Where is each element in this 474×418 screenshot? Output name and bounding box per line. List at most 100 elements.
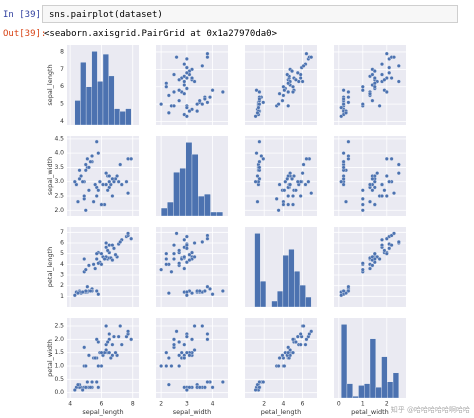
scatter-point — [341, 151, 346, 156]
scatter-point — [257, 90, 262, 94]
scatter-point — [94, 337, 99, 342]
hist-bar — [210, 211, 217, 217]
scatter-point — [372, 69, 377, 74]
scatter-point — [197, 289, 202, 293]
scatter-point — [187, 109, 192, 114]
scatter-point — [360, 202, 365, 207]
scatter-point — [169, 269, 174, 274]
scatter-point — [384, 194, 389, 198]
scatter-point — [184, 76, 189, 80]
scatter-point — [205, 55, 210, 60]
scatter-point — [166, 93, 171, 98]
scatter-point — [166, 382, 171, 387]
scatter-point — [290, 69, 294, 74]
scatter-point — [205, 284, 210, 289]
scatter-point — [389, 243, 394, 248]
scatter-point — [291, 202, 295, 207]
y-tick-label: 6 — [60, 240, 64, 247]
scatter-point — [97, 179, 102, 184]
scatter-point — [346, 156, 351, 161]
x-tick-label: 6 — [301, 401, 305, 408]
scatter-point — [112, 334, 116, 339]
scatter-point — [172, 337, 176, 342]
scatter-point — [184, 70, 189, 75]
y-tick-label: 3.0 — [54, 178, 64, 185]
scatter-point — [88, 289, 93, 293]
y-tick-label: 5 — [60, 250, 64, 257]
scatter-point — [99, 350, 104, 355]
scatter-point — [202, 385, 207, 390]
scatter-point — [184, 388, 189, 392]
scatter-point — [285, 176, 290, 181]
scatter-point — [372, 251, 377, 256]
scatter-point — [281, 93, 286, 98]
scatter-point — [286, 90, 291, 94]
scatter-point — [172, 72, 176, 77]
scatter-point — [255, 174, 260, 178]
scatter-point — [72, 388, 77, 392]
scatter-point — [372, 179, 377, 184]
scatter-point — [253, 179, 258, 184]
scatter-point — [360, 196, 365, 201]
x-tick-label: 8 — [131, 401, 135, 408]
scatter-point — [382, 248, 387, 253]
scatter-point — [377, 103, 382, 108]
scatter-point — [195, 109, 200, 114]
scatter-point — [341, 159, 346, 164]
code-cell[interactable]: sns.pairplot(dataset) — [42, 5, 458, 23]
scatter-point — [292, 174, 296, 178]
scatter-point — [85, 380, 90, 384]
scatter-point — [200, 239, 205, 244]
scatter-point — [261, 380, 266, 384]
scatter-point — [346, 139, 351, 144]
scatter-point — [281, 202, 286, 207]
scatter-point — [96, 151, 101, 156]
scatter-point — [76, 199, 80, 204]
scatter-point — [197, 385, 202, 390]
scatter-point — [200, 324, 205, 328]
scatter-point — [169, 364, 174, 368]
scatter-point — [255, 110, 260, 115]
scatter-point — [182, 237, 187, 242]
watermark: 知乎 @哈哈哈哈哈啊哈哈 — [391, 405, 470, 414]
scatter-point — [303, 342, 308, 347]
scatter-point — [159, 364, 164, 368]
scatter-point — [392, 191, 396, 196]
x-tick-label: 2 — [159, 401, 163, 408]
scatter-point — [104, 245, 109, 250]
scatter-point — [309, 191, 314, 196]
scatter-point — [192, 348, 197, 352]
scatter-point — [94, 139, 99, 144]
scatter-point — [102, 257, 107, 261]
scatter-point — [105, 340, 110, 344]
scatter-point — [187, 252, 192, 257]
scatter-point — [182, 356, 187, 360]
scatter-point — [184, 234, 189, 239]
scatter-point — [286, 103, 291, 108]
scatter-point — [82, 345, 87, 350]
scatter-point — [104, 241, 109, 245]
scatter-point — [80, 388, 85, 392]
scatter-point — [304, 156, 309, 161]
scatter-point — [304, 51, 309, 56]
scatter-point — [200, 102, 205, 107]
scatter-point — [382, 77, 387, 82]
scatter-point — [184, 114, 189, 119]
y-tick-label: 2.0 — [54, 207, 64, 214]
scatter-point — [174, 329, 179, 334]
scatter-point — [184, 334, 189, 339]
scatter-point — [93, 266, 98, 271]
scatter-point — [346, 95, 351, 100]
scatter-point — [372, 76, 377, 80]
scatter-point — [396, 239, 401, 244]
scatter-point — [166, 291, 171, 296]
scatter-point — [293, 340, 298, 344]
scatter-point — [387, 179, 392, 184]
scatter-point — [380, 243, 384, 248]
scatter-point — [341, 182, 346, 187]
hist-bar — [216, 211, 224, 217]
scatter-point — [118, 239, 123, 244]
scatter-point — [166, 356, 171, 360]
